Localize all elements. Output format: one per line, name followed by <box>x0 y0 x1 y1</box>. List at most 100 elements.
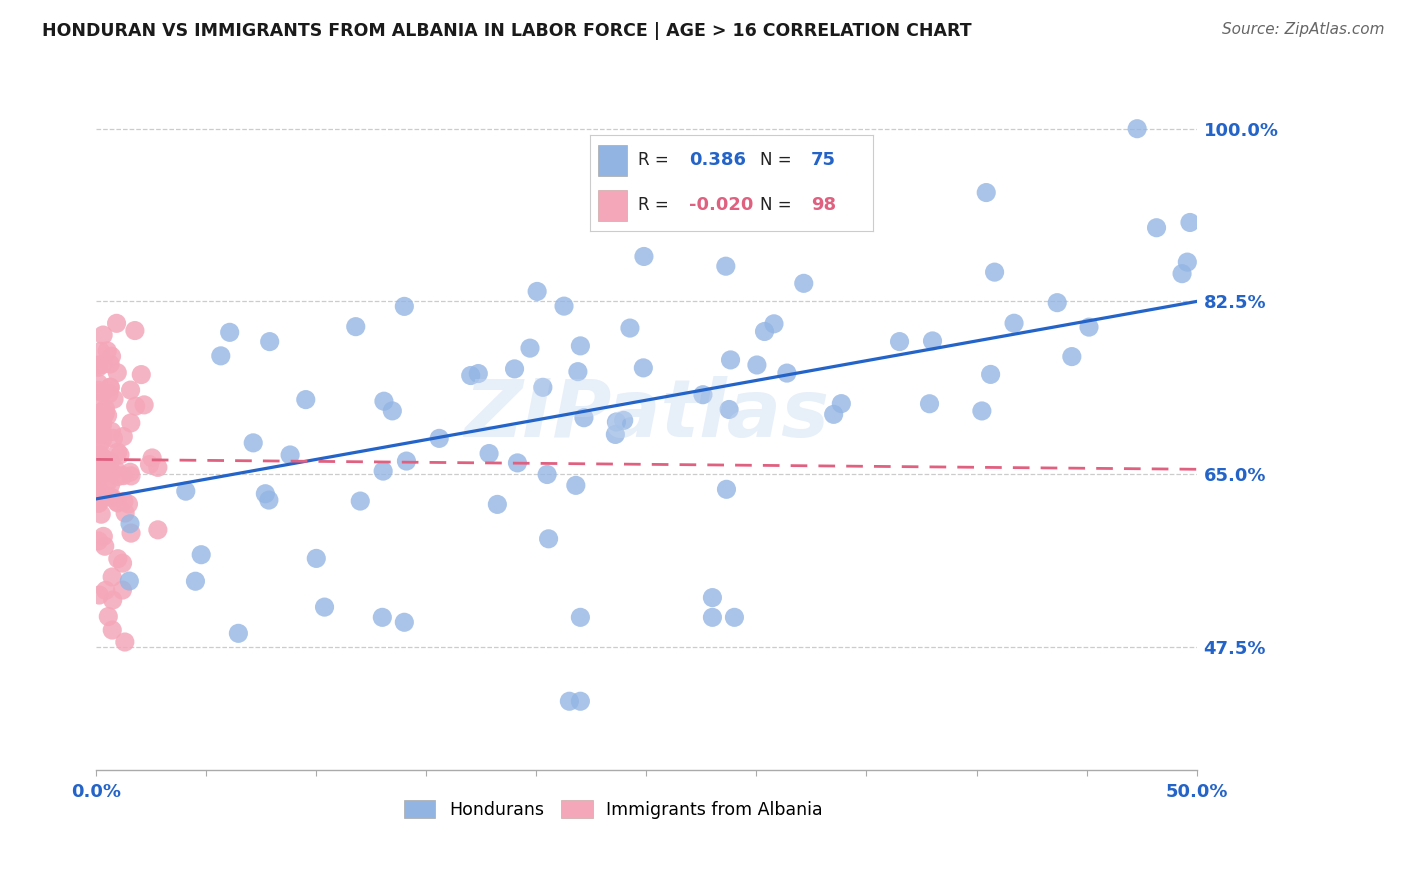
Point <box>553 299 575 313</box>
Point <box>91 417 114 432</box>
Point <box>120 416 142 430</box>
Point <box>565 478 588 492</box>
Point <box>242 435 264 450</box>
Point <box>101 623 124 637</box>
Point <box>93 408 115 422</box>
Point <box>349 494 371 508</box>
Point <box>112 468 135 483</box>
Point <box>105 366 128 380</box>
Point <box>87 396 110 410</box>
Point <box>373 394 395 409</box>
Point <box>112 429 135 443</box>
Point <box>97 475 120 489</box>
Text: N =: N = <box>759 152 797 169</box>
Text: 75: 75 <box>811 152 835 169</box>
Text: -0.020: -0.020 <box>689 195 754 214</box>
Point <box>254 487 277 501</box>
Point <box>394 615 416 630</box>
Point <box>605 427 627 442</box>
Point <box>91 328 114 343</box>
Point <box>90 416 112 430</box>
Point <box>613 413 636 427</box>
Point <box>1046 295 1069 310</box>
Point <box>89 344 111 359</box>
Point <box>1002 316 1025 330</box>
Point <box>294 392 316 407</box>
Point <box>118 574 141 588</box>
Point <box>93 529 115 543</box>
Point <box>94 583 117 598</box>
Point <box>101 570 124 584</box>
Point <box>692 387 714 401</box>
Point <box>120 469 142 483</box>
Point <box>105 495 128 509</box>
Point <box>87 384 110 398</box>
Point <box>93 462 115 476</box>
Point <box>90 448 112 462</box>
Point <box>104 462 127 476</box>
Point <box>107 469 129 483</box>
Point <box>134 398 156 412</box>
FancyBboxPatch shape <box>599 190 627 221</box>
Point <box>633 250 655 264</box>
Point <box>228 626 250 640</box>
Point <box>395 454 418 468</box>
Point <box>519 341 541 355</box>
Point <box>702 591 724 605</box>
Point <box>1060 350 1083 364</box>
Point <box>111 556 134 570</box>
Point <box>87 491 110 505</box>
Point <box>716 483 738 497</box>
Point <box>98 380 121 394</box>
Point <box>823 408 845 422</box>
Point <box>89 450 111 464</box>
Point <box>101 593 124 607</box>
Point <box>314 600 336 615</box>
Point <box>96 343 118 358</box>
Point <box>96 453 118 467</box>
Point <box>373 464 395 478</box>
Point <box>107 496 129 510</box>
Point <box>460 368 482 383</box>
Point <box>467 367 489 381</box>
Point <box>138 458 160 472</box>
Point <box>103 431 125 445</box>
Point <box>98 490 121 504</box>
Point <box>100 425 122 439</box>
Point <box>830 396 852 410</box>
Point <box>91 385 114 400</box>
Point <box>120 526 142 541</box>
Point <box>94 406 117 420</box>
Point <box>87 376 110 391</box>
Point <box>98 455 121 469</box>
Point <box>983 265 1005 279</box>
Point <box>93 409 115 423</box>
Point <box>107 551 129 566</box>
Point <box>98 380 121 394</box>
Point <box>1175 255 1198 269</box>
Point <box>619 321 641 335</box>
Text: ZIPatlas: ZIPatlas <box>464 376 830 454</box>
FancyBboxPatch shape <box>599 145 627 176</box>
Point <box>91 467 114 481</box>
Point <box>381 404 404 418</box>
Point <box>89 450 111 465</box>
Point <box>702 610 724 624</box>
Point <box>762 317 785 331</box>
Text: R =: R = <box>638 195 673 214</box>
Point <box>371 610 394 624</box>
Point <box>87 360 110 375</box>
Point <box>94 401 117 416</box>
Point <box>90 405 112 419</box>
Point <box>209 349 232 363</box>
Point <box>793 277 815 291</box>
Point <box>633 360 655 375</box>
Point <box>101 491 124 505</box>
Point <box>141 450 163 465</box>
Text: Source: ZipAtlas.com: Source: ZipAtlas.com <box>1222 22 1385 37</box>
Point <box>87 533 110 548</box>
Point <box>87 483 110 498</box>
Point <box>97 458 120 473</box>
Point <box>305 551 328 566</box>
Point <box>97 387 120 401</box>
